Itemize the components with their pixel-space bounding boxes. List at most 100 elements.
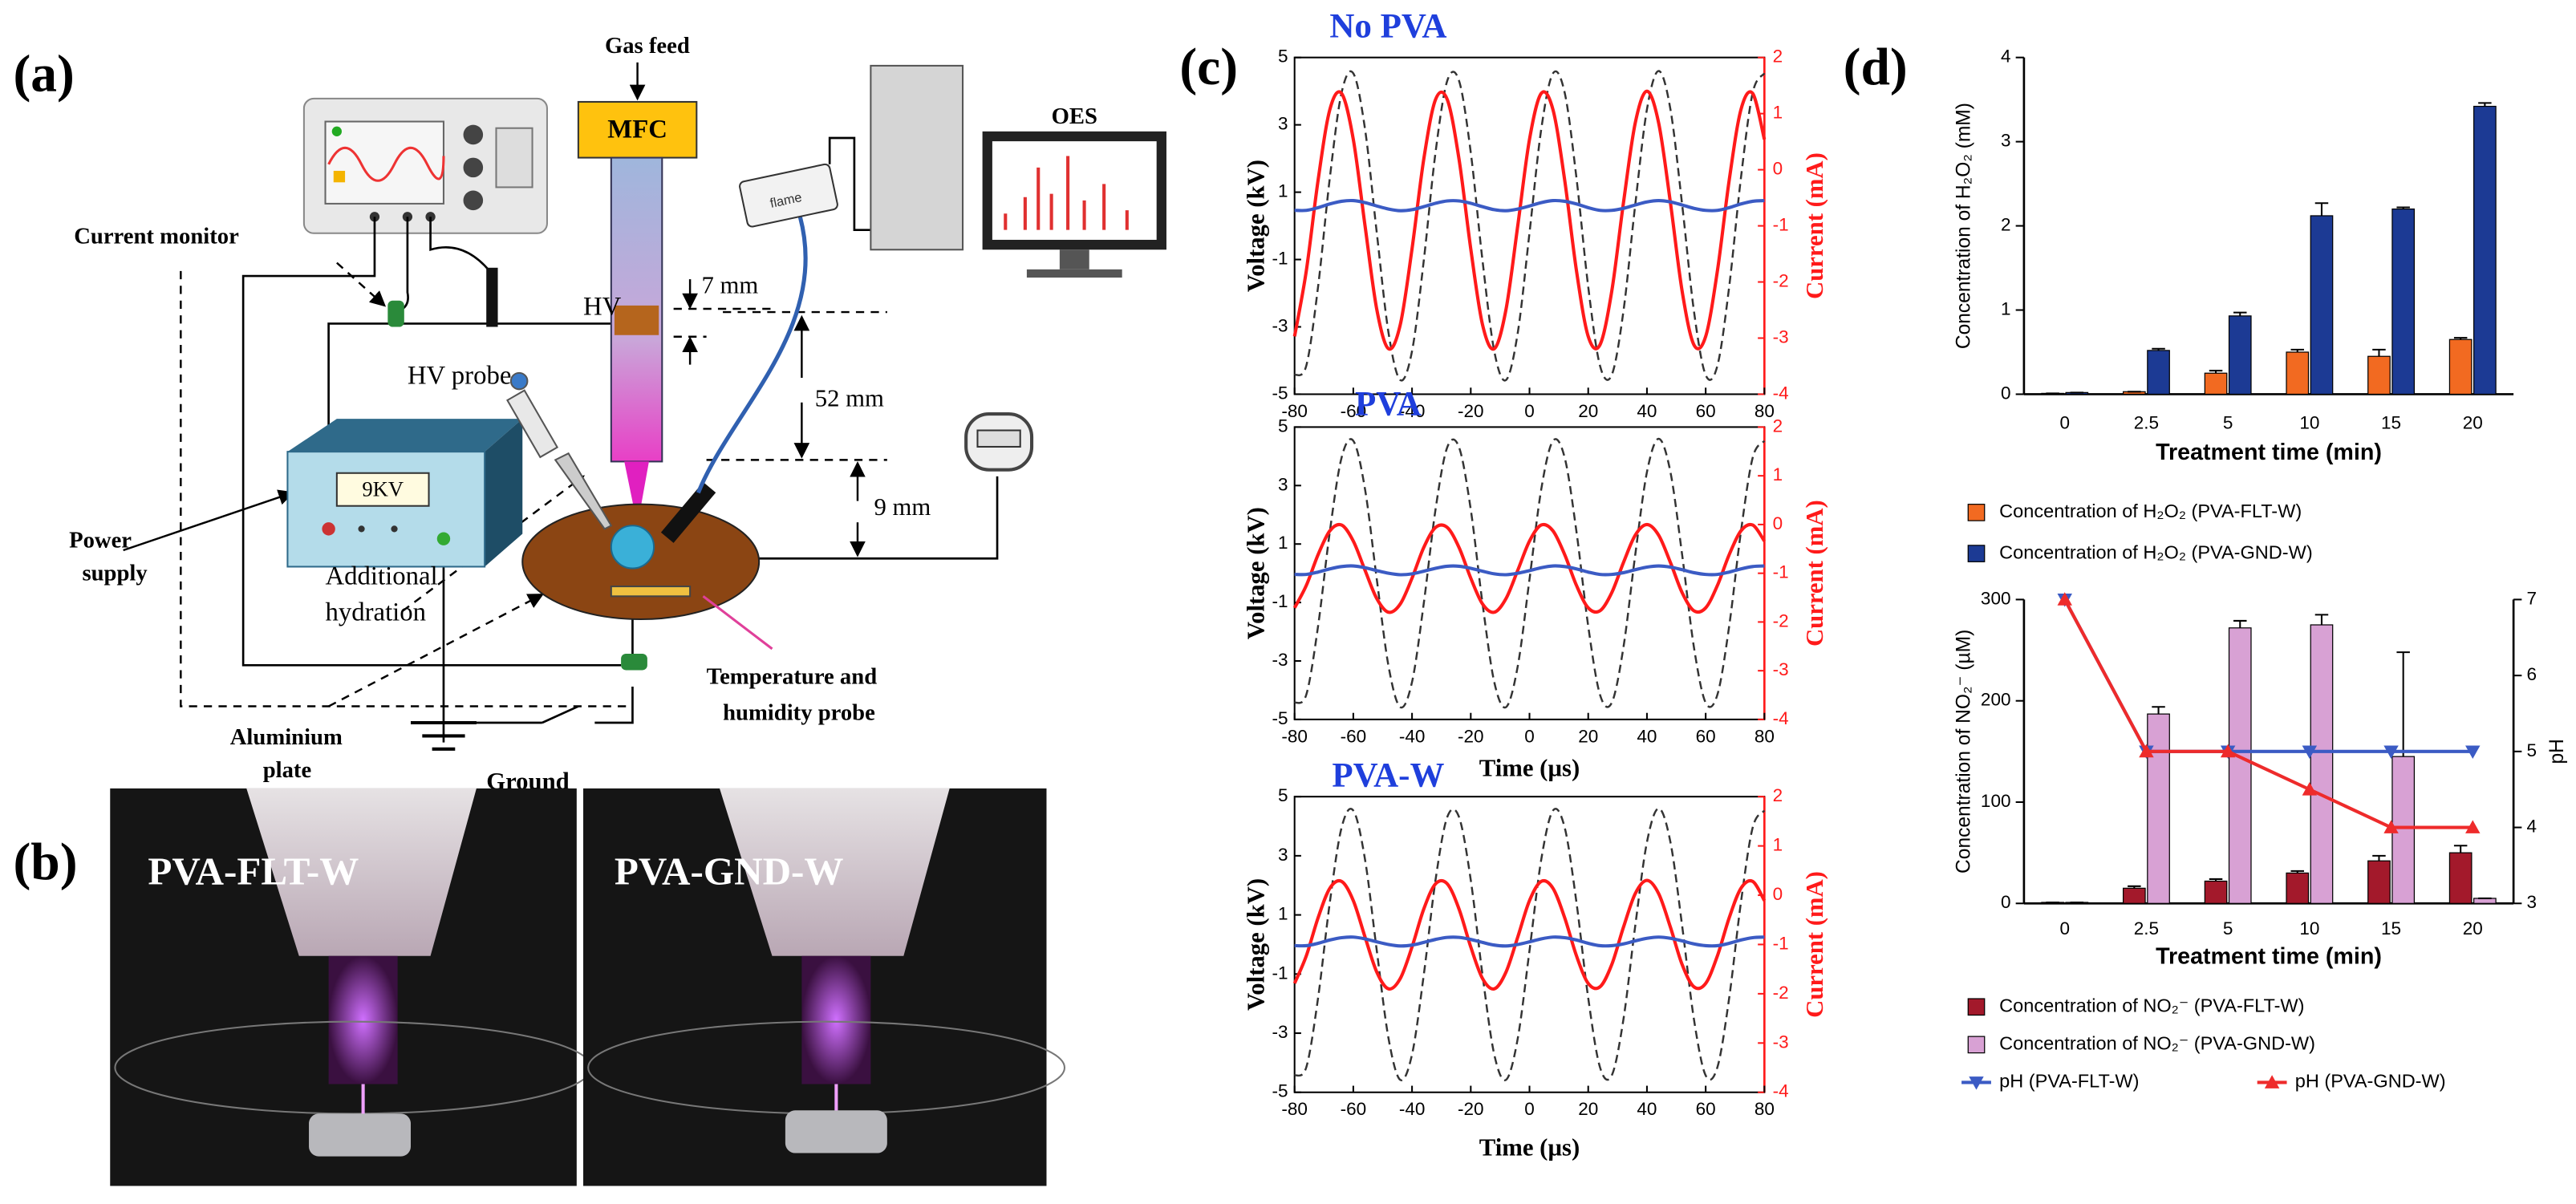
y-tick-label: 0 [2001,892,2011,912]
dashed-leads-part [336,261,387,307]
bar [2204,880,2228,904]
wiring-part [241,217,622,667]
y-tick-label: 3 [1278,114,1288,134]
x-tick-label: 15 [2381,412,2401,432]
y-tick-label: -5 [1272,708,1288,728]
error-bar [2233,619,2247,628]
error-bar [2209,370,2223,374]
x-tick-label: -60 [1341,1099,1367,1119]
error-bar [2314,202,2329,216]
error-bar [2152,706,2165,715]
photo-label: PVA-FLT-W [148,849,359,894]
x-tick-label: -80 [1281,726,1308,746]
diagram-label: Current monitor [74,224,239,249]
y2-tick-label: 0 [1773,884,1783,904]
stopwatch-part [976,429,1021,448]
hv-electrode [614,305,659,335]
error-bar [2453,337,2468,340]
photo [110,788,593,1186]
y-tick-label: -1 [1272,963,1288,983]
bar [2286,351,2310,395]
monitor-part [992,141,1157,240]
x-tick-label: 0 [2059,918,2070,938]
y-tick-label: 5 [1278,785,1288,805]
error-bar [2372,348,2386,357]
x-tick-label: -20 [1458,401,1484,421]
power-supply [286,419,523,568]
monitor [982,131,1166,278]
y2-tick-label: -2 [1773,983,1789,1003]
chart-title: PVA-W [1332,757,1444,795]
diagram-label: Additional [326,561,438,590]
bar [2310,215,2334,395]
x-tick-label: -40 [1399,401,1426,421]
y2-tick-label: 0 [1773,513,1783,533]
error-bar [2128,885,2141,889]
panel-label: (b) [13,833,77,891]
x-tick-label: -80 [1281,1099,1308,1119]
y2-tick-label: 1 [1773,103,1783,123]
error-bar [2152,347,2165,351]
error-bar [2453,845,2468,853]
wiring-part [429,217,491,272]
legend-swatch [1969,1076,1984,1090]
x-tick-label: 80 [1755,401,1775,421]
diagram-label: HV probe [408,361,511,390]
power-supply-part [436,532,451,545]
x-tick-label: 20 [2463,918,2483,938]
data-line [1294,564,1765,577]
data-line [1293,807,1766,1081]
y-tick-label: -3 [1272,315,1288,335]
power-supply-part [286,451,486,568]
diagram-label: 9 mm [874,493,931,521]
y-tick-label: 1 [1278,181,1288,201]
data-marker [2383,820,2399,833]
data-marker [2220,744,2236,758]
oscilloscope-part [495,127,533,189]
computer [870,64,964,251]
photo-part [785,1110,887,1153]
legend-label: Concentration of H₂O₂ (PVA-FLT-W) [1999,501,2302,521]
bar [2367,355,2391,395]
y2-tick-label: -3 [1773,1032,1789,1052]
dimension-arrows-part [123,489,294,552]
y2-tick-label: 2 [1773,47,1783,67]
bar [2448,338,2473,395]
data-marker [2465,820,2481,833]
y2-tick-label: -4 [1773,708,1789,728]
diagram-label: Power [69,527,132,553]
sample-droplet [610,525,655,570]
y-tick-label: 3 [1278,845,1288,865]
y2-axis-label: pH [2546,739,2568,764]
power-supply-part [358,525,365,533]
x-tick-label: 60 [1696,1099,1716,1119]
y-tick-label: 1 [2001,298,2011,318]
bar [2310,624,2334,904]
power-supply-part [322,522,335,536]
oscilloscope-part [463,157,484,178]
y-tick-label: 300 [1981,588,2011,608]
photo-label: PVA-GND-W [615,849,844,894]
x-tick-label: 2.5 [2134,412,2159,432]
photo [583,788,1066,1186]
pipette-part [509,371,529,391]
legend-swatch [1967,545,1986,562]
y-axis-label: Concentration of H₂O₂ (mM) [1953,103,1975,349]
current-monitor-coil [387,300,404,327]
y2-tick-label: 1 [1773,464,1783,484]
optical-fiber [696,216,808,494]
bar [2147,350,2170,395]
dashed-leads-part [402,475,585,612]
x-tick-label: -60 [1341,401,1367,421]
y-tick-label: 0 [2001,383,2011,403]
oscilloscope-part [463,190,484,211]
y-axis-label: Voltage (kV) [1243,507,1270,639]
bar [2228,315,2252,395]
x-tick-label: 0 [1524,1099,1535,1119]
y2-tick-label: 1 [1773,835,1783,855]
power-supply-part [287,419,523,452]
diagram-label: 52 mm [815,385,884,412]
y2-tick-label: -1 [1773,215,1789,235]
legend-label: Concentration of NO₂⁻ (PVA-GND-W) [1999,1033,2315,1054]
